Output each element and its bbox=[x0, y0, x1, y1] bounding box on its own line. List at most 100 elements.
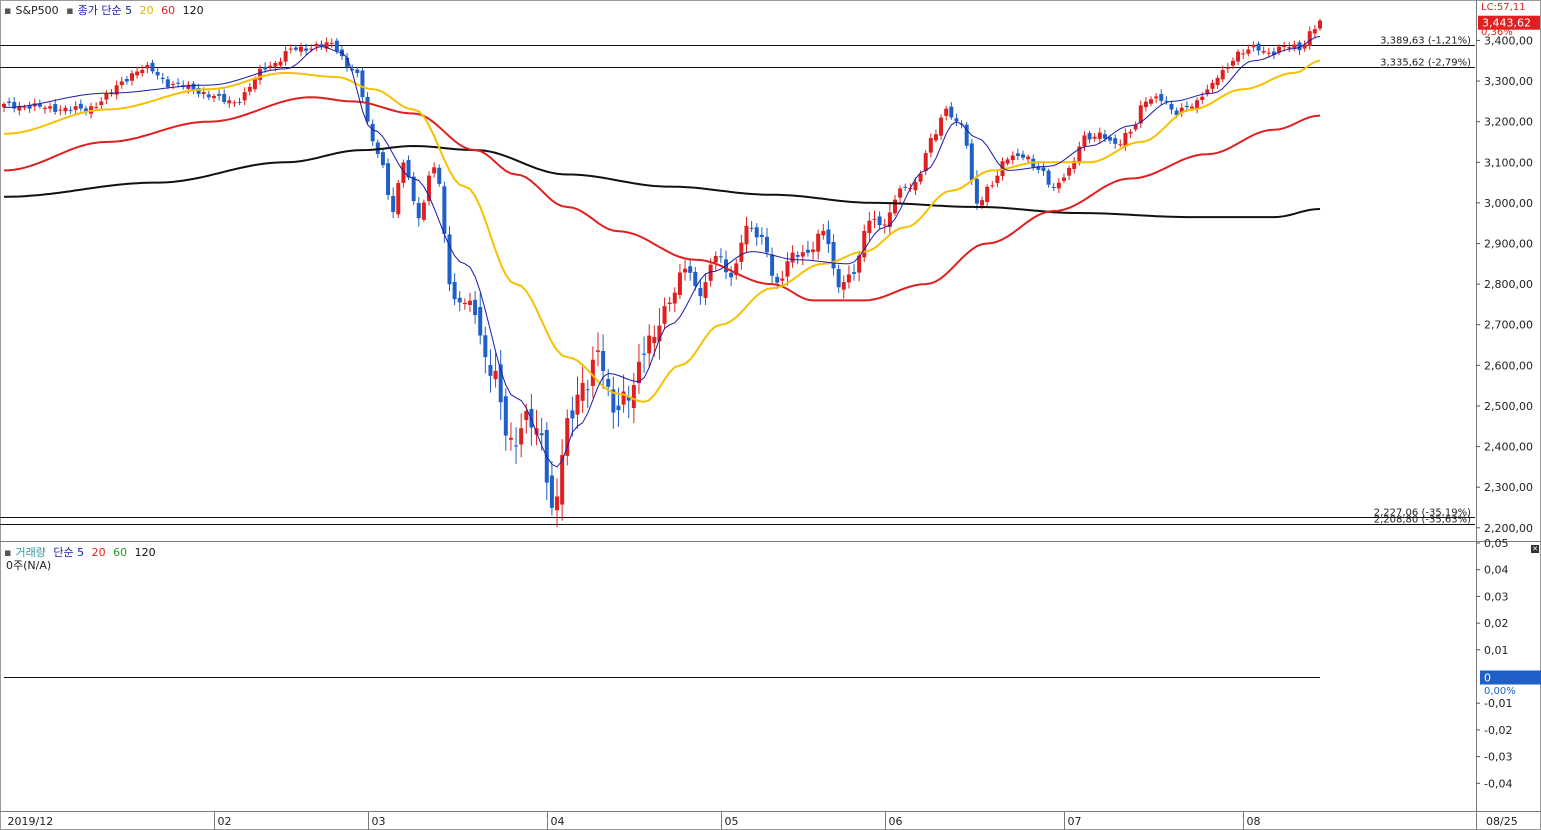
candle bbox=[1143, 101, 1148, 108]
candle bbox=[150, 62, 155, 72]
y-tick-label: 3,000,00 bbox=[1484, 197, 1533, 210]
vol-y-tick-label: 0,01 bbox=[1484, 644, 1509, 657]
candle bbox=[155, 71, 160, 76]
candle bbox=[1210, 82, 1215, 89]
candle bbox=[503, 396, 508, 436]
candle bbox=[580, 382, 585, 401]
candle bbox=[258, 68, 263, 80]
ma60-line bbox=[3, 96, 1321, 302]
candle bbox=[283, 51, 288, 62]
candle bbox=[237, 101, 242, 103]
x-tick-label: 06 bbox=[889, 815, 903, 828]
vol-y-tick-label: 0,02 bbox=[1484, 617, 1509, 630]
candle bbox=[1307, 31, 1312, 46]
candle bbox=[452, 281, 457, 300]
candle bbox=[1184, 105, 1189, 108]
candle bbox=[355, 69, 360, 73]
ma20-legend: 20 bbox=[139, 4, 154, 17]
candle bbox=[427, 175, 432, 202]
candle bbox=[918, 173, 923, 182]
candle bbox=[775, 276, 780, 283]
candle bbox=[595, 350, 600, 352]
hline-label: 3,335,62 (-2,79%) bbox=[1380, 58, 1471, 69]
candle bbox=[514, 445, 519, 447]
candle bbox=[1297, 42, 1302, 51]
ma120-legend: 120 bbox=[182, 4, 204, 17]
candle bbox=[1159, 94, 1164, 101]
candle bbox=[252, 78, 257, 90]
candle bbox=[478, 307, 483, 336]
candle bbox=[1195, 100, 1200, 109]
lc-label: LC:57,11 bbox=[1481, 2, 1526, 13]
candle bbox=[570, 410, 575, 419]
candle bbox=[964, 124, 969, 146]
candle bbox=[278, 61, 283, 66]
candle bbox=[811, 249, 816, 252]
candle bbox=[1108, 137, 1113, 141]
candle bbox=[334, 40, 339, 52]
candle bbox=[22, 106, 27, 108]
candle bbox=[232, 102, 237, 104]
candle bbox=[309, 48, 314, 50]
ma5-line bbox=[4, 35, 1321, 468]
candle bbox=[708, 264, 713, 281]
candle bbox=[903, 186, 908, 188]
candle bbox=[1026, 156, 1031, 160]
candle bbox=[677, 272, 682, 295]
volume-label: 거래량 bbox=[15, 546, 46, 559]
y-tick-label: 2,900,00 bbox=[1484, 238, 1533, 251]
candle bbox=[83, 108, 88, 112]
candle bbox=[1149, 99, 1154, 104]
candle bbox=[350, 68, 355, 71]
candle bbox=[58, 109, 63, 111]
candle bbox=[1220, 70, 1225, 80]
vol-y-tick-label: -0,04 bbox=[1484, 777, 1512, 790]
candle bbox=[1225, 67, 1230, 69]
candle bbox=[1154, 96, 1159, 99]
candle bbox=[396, 182, 401, 215]
last-price-badge bbox=[1478, 15, 1540, 30]
candle bbox=[1067, 167, 1072, 176]
candle bbox=[78, 103, 83, 109]
vol-ma120-legend: 120 bbox=[134, 546, 156, 559]
candle bbox=[821, 230, 826, 236]
candle bbox=[1189, 106, 1194, 109]
candle bbox=[816, 233, 821, 252]
candle bbox=[324, 42, 329, 49]
candle bbox=[380, 152, 385, 166]
candle bbox=[1246, 49, 1251, 54]
candle bbox=[1113, 138, 1118, 144]
y-tick-label: 2,500,00 bbox=[1484, 400, 1533, 413]
candle bbox=[27, 105, 32, 109]
candle bbox=[560, 455, 565, 505]
candle bbox=[939, 117, 944, 136]
candle bbox=[749, 227, 754, 229]
close-icon[interactable]: ✕ bbox=[1531, 545, 1539, 553]
candle bbox=[800, 252, 805, 257]
candle bbox=[713, 255, 718, 263]
candle bbox=[247, 86, 252, 92]
candle bbox=[483, 335, 488, 358]
candle bbox=[846, 274, 851, 283]
candle bbox=[365, 96, 370, 122]
candle bbox=[683, 268, 688, 273]
y-tick-label: 3,100,00 bbox=[1484, 156, 1533, 169]
candles bbox=[2, 18, 1322, 528]
candle bbox=[703, 282, 708, 298]
candle bbox=[201, 92, 206, 94]
candle bbox=[877, 216, 882, 226]
candle bbox=[652, 336, 657, 344]
volume-pct-label: 0,00% bbox=[1484, 686, 1516, 697]
candle bbox=[124, 78, 129, 82]
candle bbox=[288, 48, 293, 50]
candle bbox=[1312, 29, 1317, 34]
candle bbox=[1056, 182, 1061, 189]
candle bbox=[688, 266, 693, 273]
candle bbox=[662, 306, 667, 324]
ma5-legend: 종가 단순 5 bbox=[77, 4, 133, 17]
x-tick-label: 07 bbox=[1068, 815, 1082, 828]
candle bbox=[63, 107, 68, 112]
hline-label: 3,389,63 (-1,21%) bbox=[1380, 36, 1471, 47]
volume-subtitle: 0주(N/A) bbox=[6, 559, 52, 572]
